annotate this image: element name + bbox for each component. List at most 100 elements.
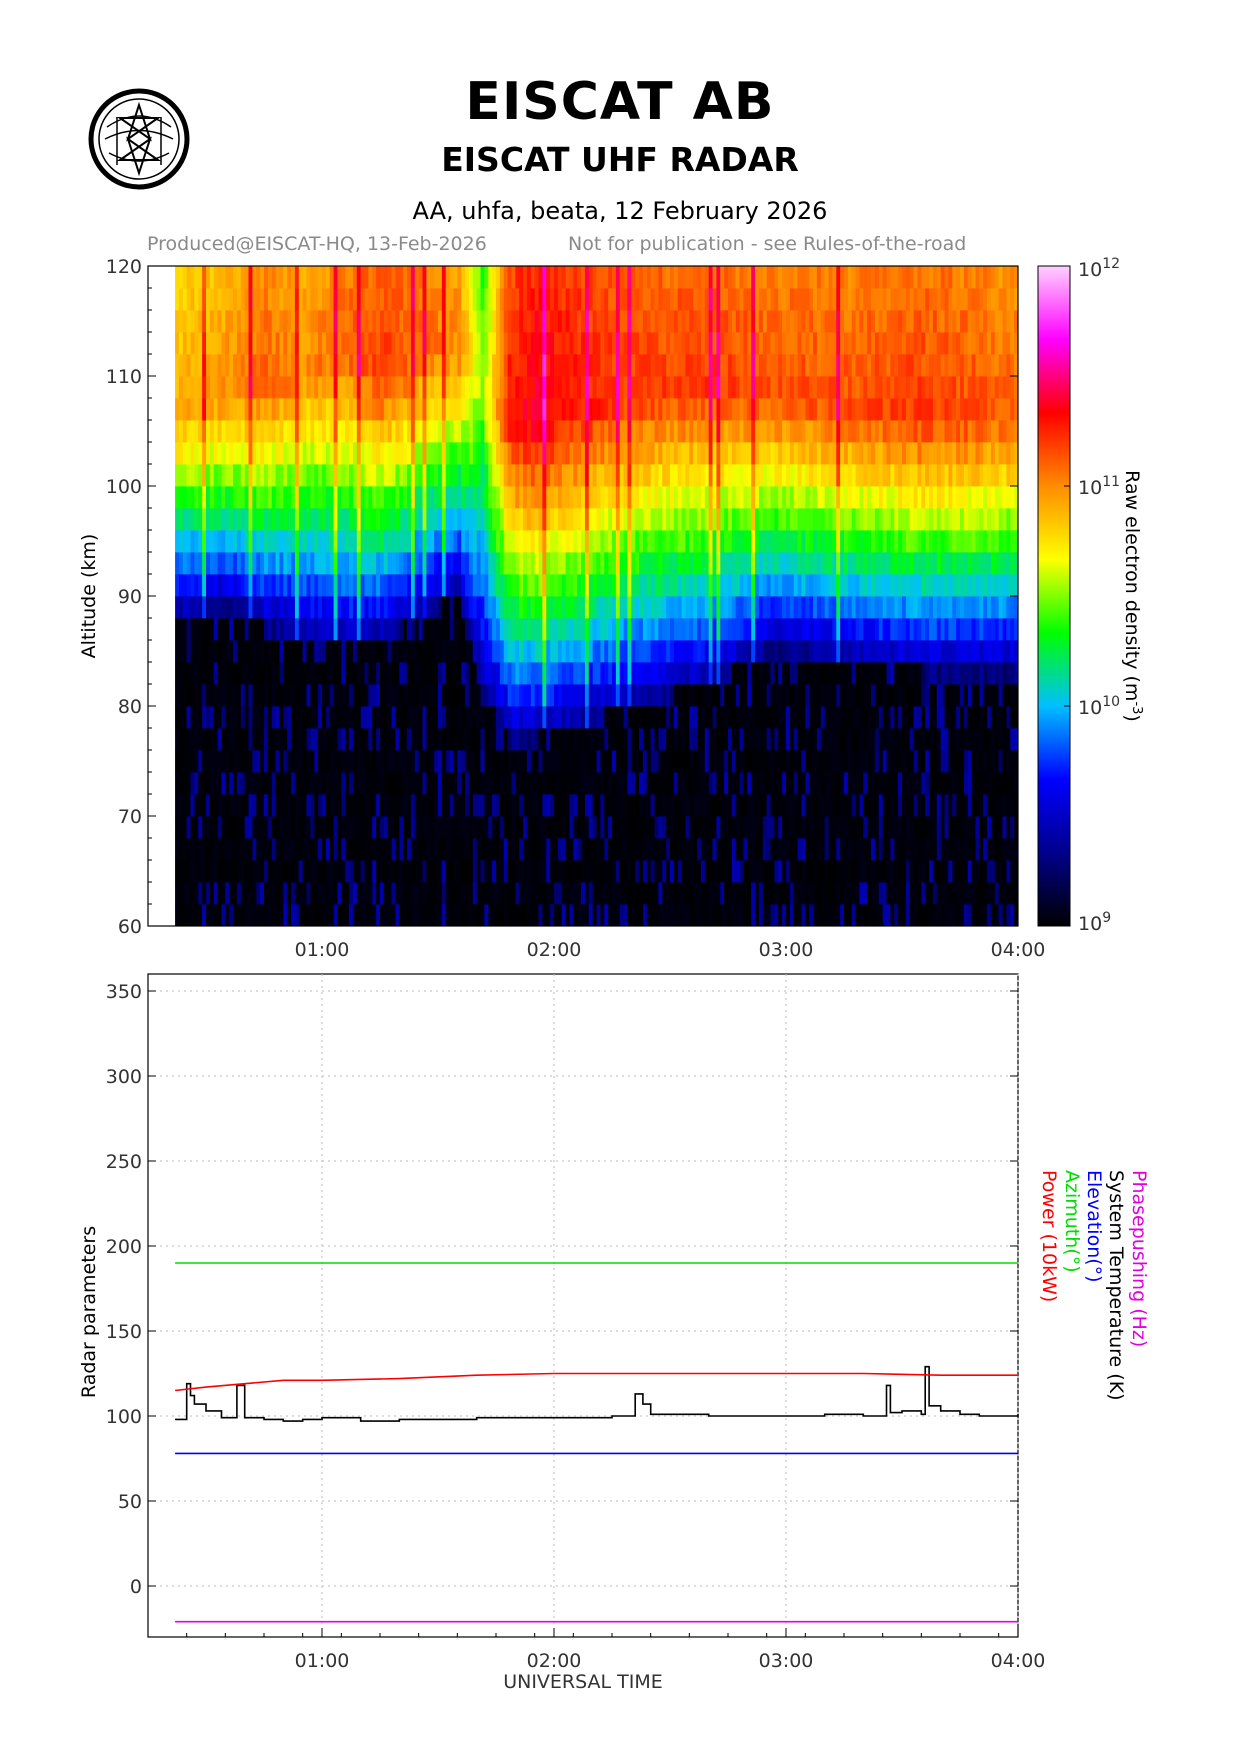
heatmap-cell bbox=[712, 772, 717, 795]
heatmap-cell bbox=[534, 860, 539, 883]
heatmap-cell bbox=[418, 530, 423, 553]
heatmap-cell bbox=[291, 794, 296, 817]
heatmap-cell bbox=[457, 310, 462, 333]
heatmap-cell bbox=[445, 816, 450, 839]
heatmap-cell bbox=[693, 662, 698, 685]
heatmap-cell bbox=[793, 508, 798, 531]
heatmap-cell bbox=[557, 398, 563, 421]
heatmap-cell bbox=[496, 618, 501, 641]
heatmap-cell bbox=[178, 420, 184, 443]
heatmap-cell bbox=[322, 288, 327, 311]
heatmap-cell bbox=[376, 816, 381, 839]
heatmap-cell bbox=[198, 904, 203, 927]
heatmap-cell bbox=[534, 662, 539, 685]
heatmap-cell bbox=[608, 530, 613, 553]
heatmap-cell bbox=[337, 662, 342, 685]
heatmap-cell bbox=[530, 838, 536, 861]
heatmap-cell bbox=[511, 816, 516, 839]
heatmap-cell bbox=[225, 728, 230, 751]
heatmap-cell bbox=[213, 530, 218, 553]
heatmap-cell bbox=[221, 838, 226, 861]
heatmap-cell bbox=[608, 442, 613, 465]
heatmap-cell bbox=[670, 310, 675, 333]
heatmap-cell bbox=[581, 816, 586, 839]
heatmap-cell bbox=[434, 662, 439, 685]
heatmap-cell bbox=[418, 596, 423, 619]
heatmap-cell bbox=[557, 882, 563, 905]
heatmap-cell bbox=[700, 420, 706, 443]
eiscat-logo bbox=[88, 88, 190, 190]
heatmap-cell bbox=[175, 376, 180, 399]
heatmap-cell bbox=[515, 310, 520, 333]
heatmap-cell bbox=[801, 860, 806, 883]
heatmap-cell bbox=[430, 288, 435, 311]
heatmap-cell bbox=[635, 816, 640, 839]
heatmap-cell bbox=[670, 728, 675, 751]
heatmap-cell bbox=[198, 596, 203, 619]
heatmap-cell bbox=[755, 882, 760, 905]
heatmap-cell bbox=[217, 486, 222, 509]
heatmap-cell bbox=[666, 332, 671, 355]
heatmap-cell bbox=[534, 552, 539, 575]
heatmap-cell bbox=[503, 552, 508, 575]
heatmap-cell bbox=[565, 838, 570, 861]
heatmap-cell bbox=[550, 574, 555, 597]
heatmap-cell bbox=[438, 838, 443, 861]
heatmap-cell bbox=[488, 332, 493, 355]
heatmap-cell bbox=[685, 706, 690, 729]
heatmap-cell bbox=[441, 420, 447, 443]
heatmap-cell bbox=[372, 486, 377, 509]
heatmap-cell bbox=[642, 750, 648, 773]
heatmap-cell bbox=[774, 794, 779, 817]
heatmap-cell bbox=[608, 288, 613, 311]
heatmap-cell bbox=[782, 904, 787, 927]
heatmap-cell bbox=[720, 552, 725, 575]
heatmap-cell bbox=[704, 486, 710, 509]
heatmap-cell bbox=[275, 662, 280, 685]
heatmap-cell bbox=[356, 640, 362, 663]
heatmap-cell bbox=[766, 838, 771, 861]
heatmap-cell bbox=[407, 860, 412, 883]
heatmap-cell bbox=[666, 706, 671, 729]
heatmap-cell bbox=[550, 618, 555, 641]
heatmap-cell bbox=[217, 574, 222, 597]
heatmap-cell bbox=[217, 618, 222, 641]
heatmap-cell bbox=[569, 288, 574, 311]
page-title: EISCAT AB bbox=[465, 72, 775, 132]
heatmap-cell bbox=[337, 882, 342, 905]
heatmap-cell bbox=[658, 376, 663, 399]
heatmap-cell bbox=[356, 420, 362, 443]
heatmap-cell bbox=[376, 574, 381, 597]
heatmap-cell bbox=[430, 772, 435, 795]
heatmap-cell bbox=[646, 706, 652, 729]
heatmap-cell bbox=[685, 882, 690, 905]
heatmap-cell bbox=[673, 288, 679, 311]
heatmap-cell bbox=[604, 442, 609, 465]
heatmap-cell bbox=[360, 464, 365, 487]
heatmap-cell bbox=[592, 596, 597, 619]
heatmap-cell bbox=[325, 376, 331, 399]
heatmap-cell bbox=[468, 552, 474, 575]
heatmap-cell bbox=[368, 596, 373, 619]
heatmap-cell bbox=[584, 772, 590, 795]
heatmap-cell bbox=[658, 794, 663, 817]
heatmap-cell bbox=[654, 420, 659, 443]
heatmap-cell bbox=[445, 838, 450, 861]
heatmap-cell bbox=[291, 816, 296, 839]
heatmap-cell bbox=[596, 376, 601, 399]
heatmap-cell bbox=[248, 552, 253, 575]
heatmap-cell bbox=[202, 882, 207, 905]
heatmap-cell bbox=[670, 574, 675, 597]
heatmap-cell bbox=[240, 530, 246, 553]
heatmap-cell bbox=[538, 662, 543, 685]
heatmap-cell bbox=[712, 420, 717, 443]
heatmap-cell bbox=[700, 266, 706, 289]
heatmap-cell bbox=[677, 376, 682, 399]
heatmap-cell bbox=[291, 684, 296, 707]
heatmap-cell bbox=[333, 684, 338, 707]
heatmap-cell bbox=[380, 288, 385, 311]
heatmap-cell bbox=[271, 574, 276, 597]
heatmap-cell bbox=[538, 420, 543, 443]
heatmap-cell bbox=[182, 442, 188, 465]
heatmap-cell bbox=[407, 904, 412, 927]
